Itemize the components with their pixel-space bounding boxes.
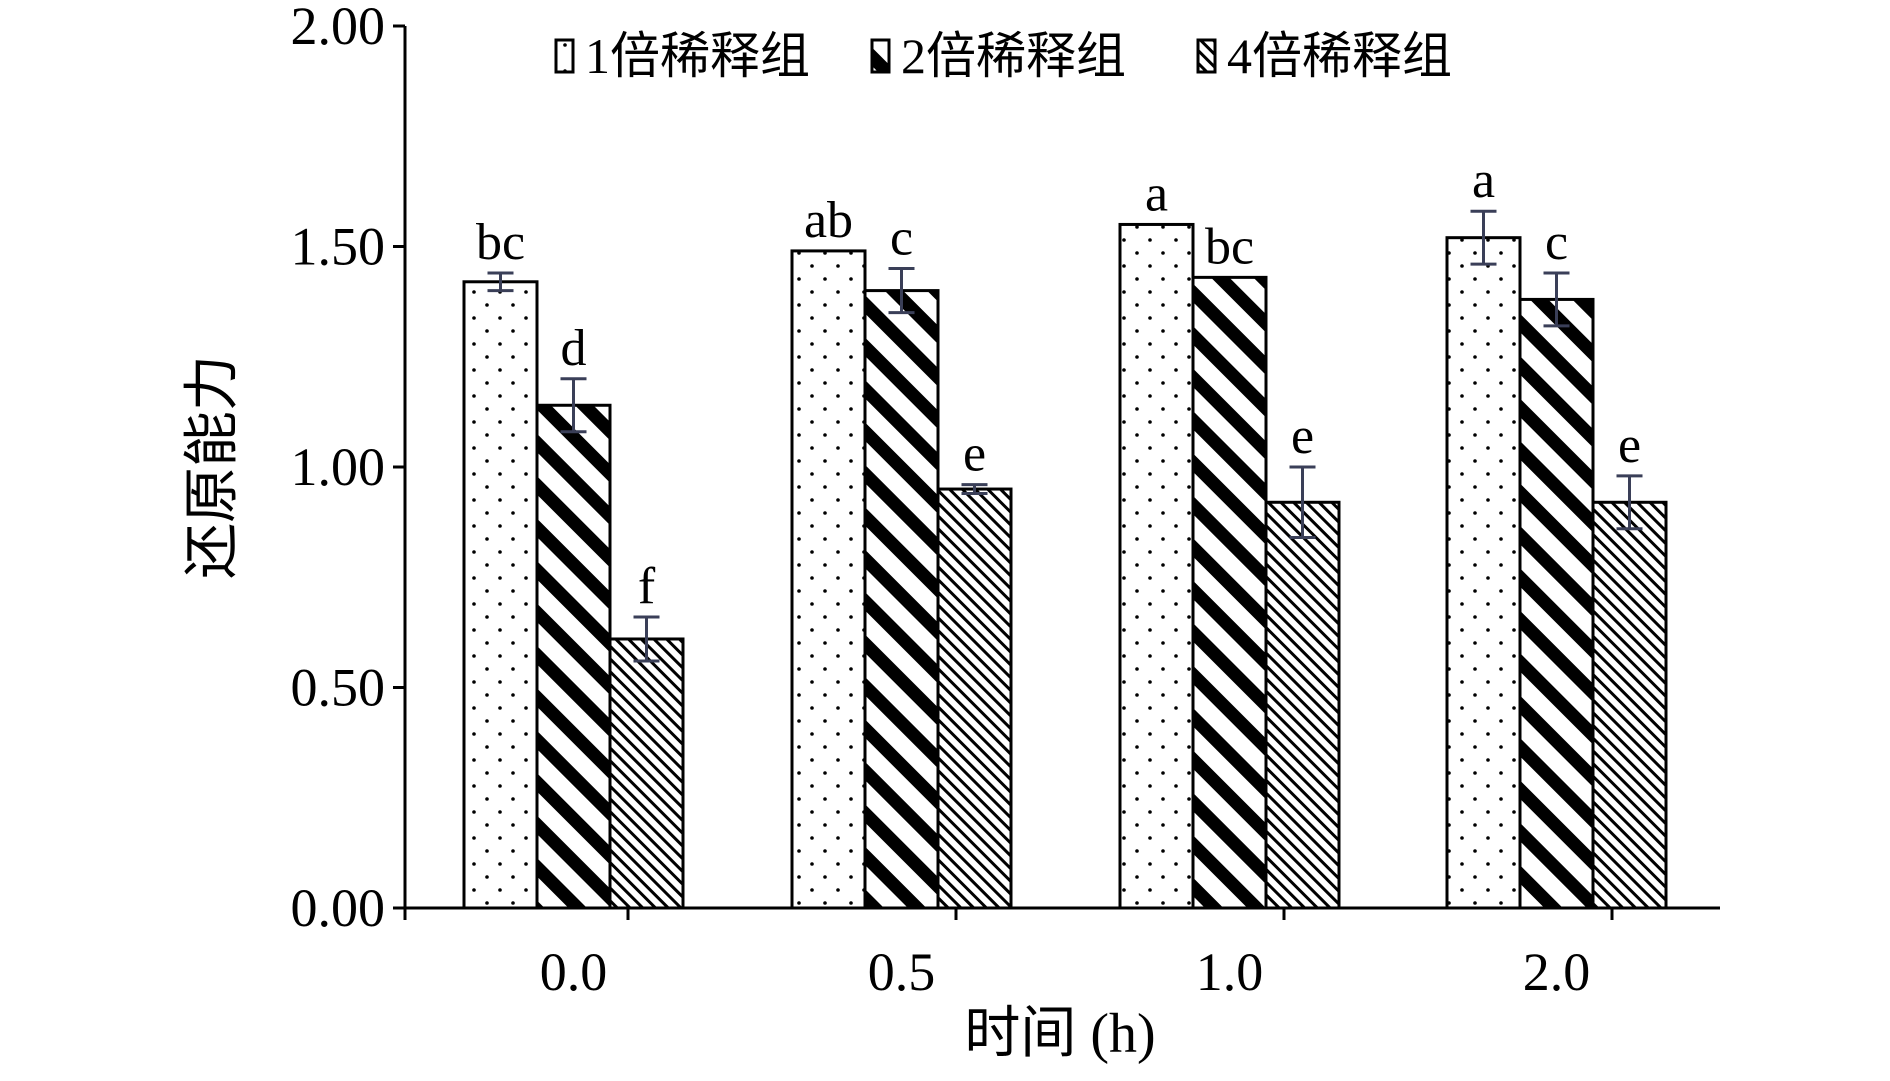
significance-label: e	[963, 426, 986, 483]
legend-swatch	[1196, 38, 1217, 74]
legend: 1倍稀释组 2倍稀释组 4倍稀释组	[554, 28, 1452, 84]
bar	[790, 249, 867, 910]
bar	[1264, 500, 1341, 910]
bar	[608, 637, 685, 910]
x-axis-title: 时间 (h)	[964, 1003, 1155, 1065]
legend-label: 2倍稀释组	[901, 28, 1126, 84]
bar	[1191, 275, 1268, 910]
significance-label: bc	[1205, 218, 1254, 275]
x-tick-label: 2.0	[1523, 942, 1591, 1002]
bar	[1118, 222, 1195, 910]
significance-label: bc	[476, 214, 525, 271]
x-tick-label: 0.5	[868, 942, 936, 1002]
y-tick-label: 0.50	[291, 658, 386, 718]
legend-swatch	[554, 38, 575, 74]
bars	[462, 222, 1668, 910]
y-tick-label: 0.00	[291, 878, 386, 938]
legend-swatch	[870, 38, 891, 74]
bar	[535, 403, 612, 910]
significance-label: f	[638, 558, 656, 615]
y-axis-title: 还原能力	[182, 355, 244, 579]
significance-label: a	[1472, 152, 1495, 209]
bar	[1518, 297, 1595, 910]
x-tick-label: 1.0	[1196, 942, 1264, 1002]
y-tick-label: 1.50	[291, 217, 386, 277]
significance-label: ab	[804, 192, 853, 249]
significance-label: c	[1545, 214, 1568, 271]
bar	[936, 487, 1013, 910]
significance-label: d	[561, 320, 587, 377]
bar	[1591, 500, 1668, 910]
bar	[1445, 236, 1522, 910]
x-ticks: 0.0 0.5 1.0 2.0	[403, 908, 1614, 1002]
y-tick-label: 2.00	[291, 0, 386, 56]
y-tick-label: 1.00	[291, 437, 386, 497]
y-ticks: 0.00 0.50 1.00 1.50 2.00	[291, 0, 405, 938]
legend-label: 4倍稀释组	[1227, 28, 1452, 84]
error-bars	[487, 209, 1643, 663]
x-tick-label: 0.0	[540, 942, 608, 1002]
bar	[462, 280, 539, 910]
significance-label: c	[890, 210, 913, 267]
legend-label: 1倍稀释组	[585, 28, 810, 84]
bar	[863, 289, 940, 910]
significance-label: a	[1145, 165, 1168, 222]
significance-label: e	[1291, 408, 1314, 465]
significance-label: e	[1618, 417, 1641, 474]
